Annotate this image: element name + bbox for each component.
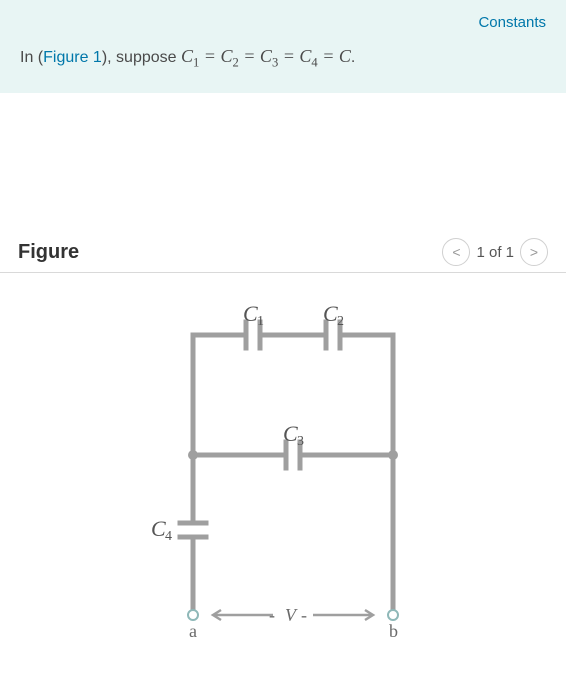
svg-text:C: C	[323, 301, 338, 326]
svg-text:b: b	[389, 621, 398, 641]
svg-text:C: C	[243, 301, 258, 326]
problem-after-link: ), suppose	[102, 49, 181, 66]
constants-link[interactable]: Constants	[478, 14, 546, 31]
svg-text:a: a	[189, 621, 197, 641]
svg-text:-: -	[301, 605, 307, 625]
figure-pager: < 1 of 1 >	[442, 238, 548, 266]
pager-prev-button[interactable]: <	[442, 238, 470, 266]
svg-text:3: 3	[297, 434, 304, 449]
svg-text:C: C	[151, 516, 166, 541]
figure-title: Figure	[18, 241, 79, 264]
problem-statement: Constants In (Figure 1), suppose C1 = C2…	[0, 0, 566, 93]
problem-equation: C1 = C2 = C3 = C4 = C	[181, 46, 351, 66]
problem-period: .	[351, 49, 355, 66]
svg-text:1: 1	[257, 314, 264, 329]
circuit-figure: ab-V-C1C2C3C4	[0, 273, 566, 675]
svg-text:-: -	[269, 605, 275, 625]
svg-text:V: V	[285, 605, 298, 625]
figure-link[interactable]: Figure 1	[43, 49, 102, 66]
problem-prefix: In (	[20, 49, 43, 66]
svg-text:2: 2	[337, 314, 344, 329]
figure-header: Figure < 1 of 1 >	[0, 233, 566, 273]
svg-text:C: C	[283, 421, 298, 446]
circuit-svg: ab-V-C1C2C3C4	[133, 295, 433, 655]
problem-text: In (Figure 1), suppose C1 = C2 = C3 = C4…	[20, 46, 546, 71]
pager-label: 1 of 1	[476, 244, 514, 261]
pager-next-button[interactable]: >	[520, 238, 548, 266]
svg-text:4: 4	[165, 529, 172, 544]
